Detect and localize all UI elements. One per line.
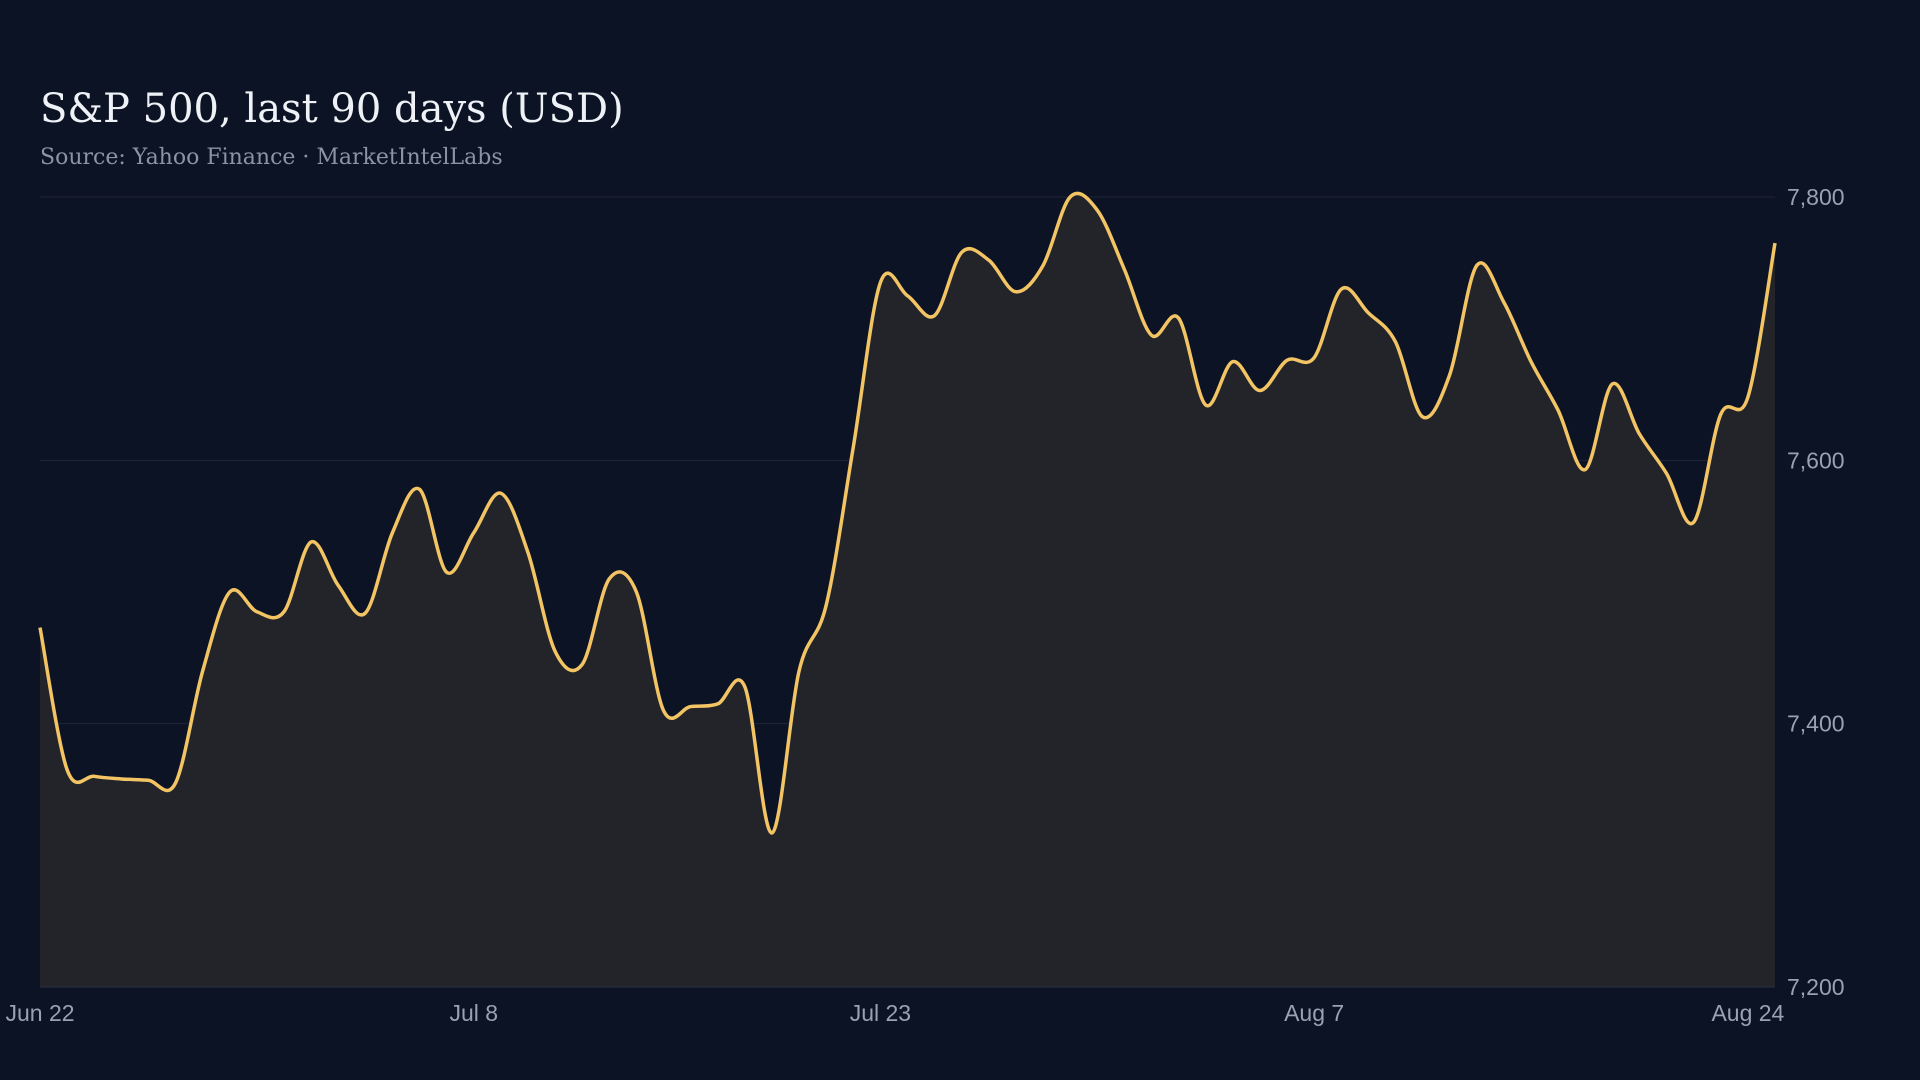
price-area [40,193,1775,987]
y-tick-label: 7,800 [1787,184,1845,210]
x-tick-label: Aug 24 [1711,1000,1784,1026]
y-tick-label: 7,400 [1787,711,1845,737]
y-tick-label: 7,600 [1787,447,1845,473]
y-tick-label: 7,200 [1787,974,1845,1000]
x-tick-label: Jul 23 [850,1000,911,1026]
price-line [38,191,1777,835]
x-tick-label: Jun 22 [5,1000,74,1026]
chart-title: S&P 500, last 90 days (USD) [40,86,624,132]
x-tick-label: Aug 7 [1284,1000,1344,1026]
chart-source: Source: Yahoo Finance · MarketIntelLabs [40,145,503,170]
y-axis: 7,200 7,400 7,600 7,800 [1787,184,1845,1000]
x-tick-label: Jul 8 [449,1000,498,1026]
